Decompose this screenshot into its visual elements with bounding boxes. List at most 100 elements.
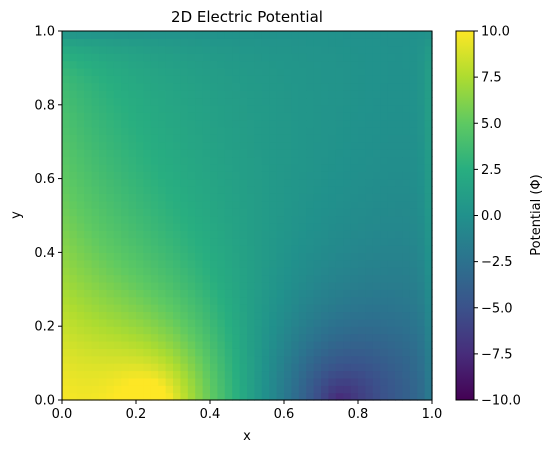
heatmap-cell — [143, 208, 152, 217]
heatmap-cell — [298, 340, 307, 349]
heatmap-cell — [84, 318, 93, 327]
heatmap-cell — [298, 134, 307, 143]
heatmap-cell — [84, 363, 93, 372]
heatmap-cell — [143, 222, 152, 231]
heatmap-cell — [261, 126, 270, 135]
heatmap-cell — [84, 304, 93, 313]
heatmap-cell — [180, 222, 189, 231]
heatmap-cell — [195, 237, 204, 246]
heatmap-cell — [165, 171, 174, 180]
heatmap-cell — [202, 53, 211, 62]
heatmap-cell — [261, 259, 270, 268]
heatmap-cell — [350, 222, 359, 231]
heatmap-cell — [291, 281, 300, 290]
heatmap-cell — [372, 230, 381, 239]
heatmap-cell — [247, 149, 255, 158]
heatmap-cell — [328, 370, 337, 379]
heatmap-cell — [306, 75, 315, 84]
heatmap-cell — [217, 340, 226, 349]
heatmap-cell — [136, 333, 144, 342]
heatmap-cell — [424, 215, 433, 224]
heatmap-cell — [261, 200, 270, 209]
heatmap-cell — [187, 171, 196, 180]
heatmap-cell — [69, 245, 78, 253]
heatmap-cell — [165, 245, 174, 253]
heatmap-cell — [261, 163, 270, 172]
heatmap-cell — [239, 289, 248, 298]
heatmap-cell — [180, 215, 189, 224]
heatmap-cell — [321, 296, 329, 305]
heatmap-cell — [409, 112, 418, 121]
heatmap-cell — [313, 193, 322, 202]
heatmap-cell — [343, 355, 352, 364]
heatmap-cell — [321, 245, 329, 253]
heatmap-cell — [143, 97, 152, 106]
heatmap-cell — [150, 45, 159, 54]
heatmap-cell — [409, 304, 418, 313]
heatmap-cell — [99, 326, 107, 335]
heatmap-cell — [402, 296, 411, 305]
heatmap-cell — [210, 119, 218, 128]
heatmap-cell — [106, 200, 115, 209]
heatmap-cell — [173, 377, 181, 386]
heatmap-cell — [313, 45, 322, 54]
heatmap-cell — [269, 296, 278, 305]
heatmap-cell — [247, 377, 255, 386]
heatmap-cell — [321, 90, 329, 99]
heatmap-cell — [76, 38, 85, 47]
heatmap-cell — [136, 193, 144, 202]
heatmap-cell — [76, 178, 85, 187]
heatmap-cell — [380, 163, 389, 172]
heatmap-cell — [232, 90, 241, 99]
heatmap-cell — [343, 53, 352, 62]
heatmap-cell — [69, 363, 78, 372]
heatmap-cell — [276, 318, 285, 327]
heatmap-cell — [195, 60, 204, 69]
heatmap-cell — [91, 237, 100, 246]
heatmap-cell — [424, 45, 433, 54]
heatmap-cell — [180, 75, 189, 84]
heatmap-cell — [343, 200, 352, 209]
heatmap-cell — [424, 171, 433, 180]
heatmap-cell — [173, 208, 181, 217]
heatmap-cell — [217, 82, 226, 91]
heatmap-cell — [62, 178, 70, 187]
heatmap-cell — [195, 171, 204, 180]
heatmap-cell — [417, 90, 426, 99]
heatmap-cell — [173, 75, 181, 84]
heatmap-cell — [150, 230, 159, 239]
heatmap-cell — [409, 208, 418, 217]
heatmap-cell — [84, 38, 93, 47]
heatmap-cell — [380, 75, 389, 84]
heatmap-cell — [99, 75, 107, 84]
heatmap-cell — [328, 112, 337, 121]
heatmap-cell — [328, 252, 337, 261]
heatmap-cell — [232, 385, 241, 394]
heatmap-cell — [91, 267, 100, 276]
heatmap-cell — [247, 318, 255, 327]
heatmap-cell — [217, 156, 226, 165]
heatmap-cell — [187, 267, 196, 276]
heatmap-cell — [380, 296, 389, 305]
heatmap-cell — [372, 281, 381, 290]
heatmap-cell — [217, 370, 226, 379]
heatmap-cell — [224, 222, 233, 231]
heatmap-cell — [417, 215, 426, 224]
heatmap-cell — [195, 304, 204, 313]
heatmap-cell — [276, 252, 285, 261]
heatmap-cell — [158, 363, 167, 372]
heatmap-cell — [313, 348, 322, 357]
heatmap-cell — [106, 237, 115, 246]
heatmap-cell — [106, 112, 115, 121]
heatmap-cell — [335, 281, 344, 290]
heatmap-cell — [99, 112, 107, 121]
heatmap-cell — [335, 119, 344, 128]
heatmap-cell — [224, 38, 233, 47]
heatmap-cell — [84, 274, 93, 283]
heatmap-cell — [76, 82, 85, 91]
heatmap-cell — [165, 340, 174, 349]
heatmap-cell — [365, 215, 374, 224]
heatmap-cell — [395, 385, 403, 394]
heatmap-cell — [358, 163, 366, 172]
heatmap-cell — [387, 126, 396, 135]
